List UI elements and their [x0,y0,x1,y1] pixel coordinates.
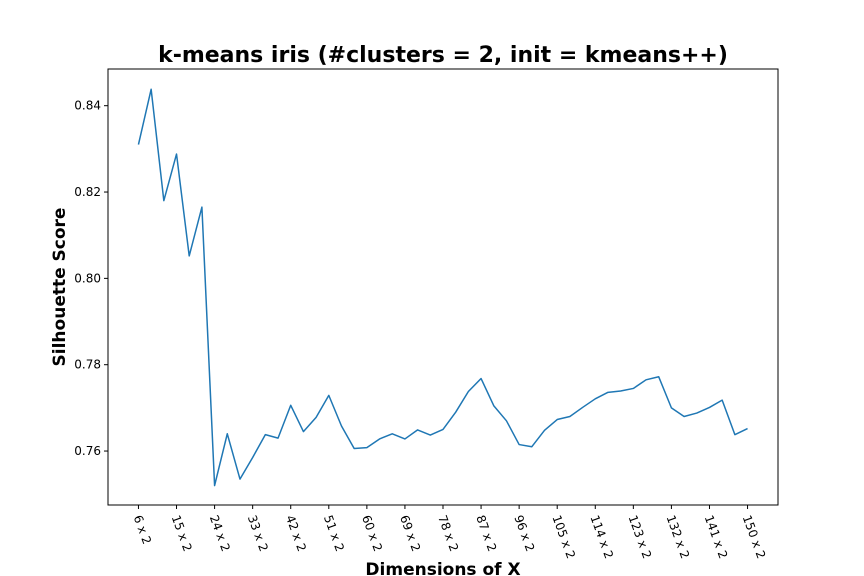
x-tick-label: 141 x 2 [702,513,731,560]
x-tick-label: 51 x 2 [321,513,347,553]
x-tick-label: 96 x 2 [511,513,537,553]
x-tick-label: 33 x 2 [245,513,271,553]
x-tick-label: 150 x 2 [740,513,769,560]
x-tick-label: 24 x 2 [207,513,233,553]
x-tick-label: 42 x 2 [283,513,309,553]
y-tick-label: 0.78 [74,358,101,372]
x-tick-label: 6 x 2 [131,513,154,546]
series-line [137,88,748,487]
x-axis: 6 x 2 15 x 2 24 x 2 33 x 2 42 x 2 51 x 2 60 x … [131,505,769,561]
x-tick-label: 123 x 2 [626,513,655,560]
series-layer [137,88,748,487]
x-tick-label: 87 x 2 [473,513,499,553]
x-tick-label: 114 x 2 [587,513,616,560]
y-axis-label: Silhouette Score [50,208,70,367]
x-tick-label: 69 x 2 [397,513,423,553]
y-axis: 0.76 0.78 0.80 0.82 0.84 [74,99,108,458]
x-tick-label: 105 x 2 [549,513,578,560]
y-tick-label: 0.76 [74,444,101,458]
chart-title: k-means iris (#clusters = 2, init = kmea… [158,43,728,68]
y-tick-label: 0.84 [74,99,101,113]
x-tick-label: 15 x 2 [169,513,195,553]
y-tick-label: 0.80 [74,271,101,285]
x-tick-label: 60 x 2 [359,513,385,553]
y-tick-label: 0.82 [74,185,101,199]
plot-area-frame [107,68,779,506]
x-axis-label: Dimensions of X [365,560,520,576]
x-tick-label: 132 x 2 [664,513,693,560]
x-tick-label: 78 x 2 [435,513,461,553]
